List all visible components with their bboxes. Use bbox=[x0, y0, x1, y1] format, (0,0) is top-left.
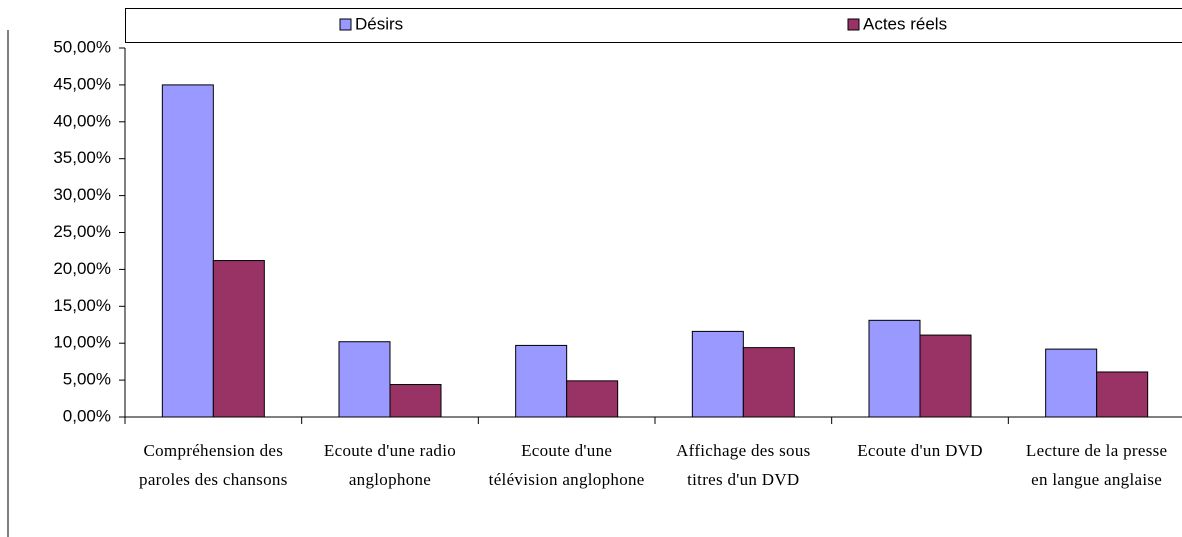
bar bbox=[389, 384, 442, 418]
bar bbox=[868, 319, 921, 418]
bar bbox=[338, 341, 391, 418]
y-tick-label: 45,00% bbox=[53, 74, 111, 93]
y-tick-label: 20,00% bbox=[53, 259, 111, 278]
bar bbox=[742, 347, 795, 418]
y-tick-label: 30,00% bbox=[53, 185, 111, 204]
x-tick-label: Ecoute d'une radio anglophone bbox=[323, 441, 457, 489]
legend-label: Désirs bbox=[355, 14, 403, 33]
legend-swatch bbox=[847, 18, 860, 31]
y-tick-label: 5,00% bbox=[63, 370, 111, 389]
y-tick-label: 35,00% bbox=[53, 148, 111, 167]
y-tick-label: 40,00% bbox=[53, 111, 111, 130]
bar bbox=[919, 334, 972, 418]
y-tick-label: 15,00% bbox=[53, 296, 111, 315]
y-tick-label: 10,00% bbox=[53, 333, 111, 352]
bar bbox=[212, 260, 265, 418]
legend-box bbox=[125, 8, 1182, 43]
x-tick-label: Ecoute d'un DVD bbox=[857, 441, 983, 460]
bar bbox=[515, 344, 568, 418]
legend-swatch bbox=[339, 18, 352, 31]
x-tick-label: Affichage des sous titres d'un DVD bbox=[676, 441, 811, 489]
y-tick-label: 25,00% bbox=[53, 222, 111, 241]
bar bbox=[691, 330, 744, 418]
y-tick-label: 0,00% bbox=[63, 406, 111, 425]
x-tick-label: Compréhension des paroles des chansons bbox=[139, 441, 288, 489]
x-tick-label: Ecoute d'une télévision anglophone bbox=[488, 441, 645, 489]
bar bbox=[161, 84, 214, 418]
x-tick-label: Lecture de la presse en langue anglaise bbox=[1025, 441, 1168, 489]
legend-label: Actes réels bbox=[863, 14, 947, 33]
y-tick-label: 50,00% bbox=[53, 37, 111, 56]
bar bbox=[566, 380, 619, 418]
bar bbox=[1045, 348, 1098, 418]
bar bbox=[1096, 371, 1149, 418]
